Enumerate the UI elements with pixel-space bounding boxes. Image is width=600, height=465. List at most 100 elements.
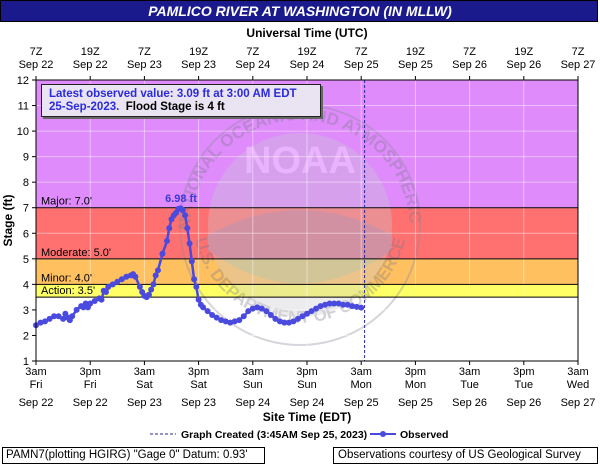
x-top-tick-time: 19Z <box>189 46 208 58</box>
latest-value-date: 25-Sep-2023. <box>49 101 120 113</box>
observed-point <box>335 300 342 307</box>
x-tick-date: Sep 22 <box>19 397 54 409</box>
observed-point <box>123 273 130 280</box>
observed-point <box>204 308 211 315</box>
flood-stage-line: 25-Sep-2023. Flood Stage is 4 ft <box>49 101 313 114</box>
x-top-tick-time: 7Z <box>246 46 259 58</box>
legend: Graph Created (3:45AM Sep 25, 2023) Obser… <box>150 429 448 441</box>
observed-point <box>254 304 261 311</box>
observed-point <box>344 301 351 308</box>
x-top-tick-time: 19Z <box>514 46 533 58</box>
x-top-tick-time: 7Z <box>30 46 43 58</box>
noaa-logo-text: NOAA <box>244 140 356 182</box>
legend-graph-created-label: Graph Created (3:45AM Sep 25, 2023) <box>181 429 367 441</box>
x-tick-date: Sep 26 <box>506 397 541 409</box>
observed-point <box>182 212 189 219</box>
observed-point <box>154 267 161 274</box>
observed-point <box>159 250 166 257</box>
observed-point <box>184 225 191 232</box>
x-top-tick-time: 19Z <box>81 46 100 58</box>
observed-point <box>326 300 333 307</box>
observed-point <box>150 281 157 288</box>
x-tick-time: 3pm <box>79 366 100 378</box>
observed-point <box>186 240 193 247</box>
x-tick-date: Sep 22 <box>73 397 108 409</box>
observed-point <box>231 318 238 325</box>
x-tick-time: 3am <box>25 366 46 378</box>
observed-point <box>285 319 292 326</box>
stage-label-action: Action: 3.5' <box>41 285 95 297</box>
x-top-tick-time: 7Z <box>463 46 476 58</box>
moderate-band <box>36 207 578 259</box>
x-tick-time: 3pm <box>188 366 209 378</box>
legend-observed-marker <box>380 431 386 437</box>
x-top-tick-time: 19Z <box>298 46 317 58</box>
observed-point <box>148 286 155 293</box>
y-tick-label: 8 <box>23 177 29 189</box>
observed-point <box>299 313 306 320</box>
observed-point <box>272 315 279 322</box>
x-top-tick-time: 19Z <box>406 46 425 58</box>
observed-point <box>213 314 220 321</box>
x-top-tick-date: Sep 24 <box>290 59 325 71</box>
observed-point <box>60 315 67 322</box>
observed-point <box>222 318 229 325</box>
observed-point <box>132 273 139 280</box>
observed-point <box>349 303 356 310</box>
minor-band <box>36 258 578 285</box>
observed-point <box>188 258 195 265</box>
x-tick-time: 3pm <box>405 366 426 378</box>
x-top-tick-date: Sep 25 <box>398 59 433 71</box>
x-tick-day: Tue <box>460 379 479 391</box>
noaa-logo-disk <box>208 133 392 317</box>
latest-value-line: Latest observed value: 3.09 ft at 3:00 A… <box>49 88 297 100</box>
x-top-tick-date: Sep 24 <box>235 59 270 71</box>
flood-stage-text: Flood Stage is 4 ft <box>125 101 225 113</box>
title-bar <box>0 0 598 22</box>
x-top-tick-time: 7Z <box>355 46 368 58</box>
x-top-tick-time: 7Z <box>138 46 151 58</box>
x-tick-date: Sep 24 <box>290 397 325 409</box>
noaa-logo-wave <box>208 210 392 284</box>
x-tick-time: 3am <box>567 366 588 378</box>
observed-point <box>195 296 202 303</box>
x-tick-time: 3am <box>242 366 263 378</box>
y-tick-label: 5 <box>23 254 29 266</box>
observed-point <box>91 297 98 304</box>
x-top-tick-date: Sep 27 <box>561 59 596 71</box>
observed-point <box>263 308 270 315</box>
x-top-tick-date: Sep 22 <box>73 59 108 71</box>
x-tick-day: Tue <box>515 379 534 391</box>
observed-point <box>281 319 288 326</box>
legend-observed-label: Observed <box>400 429 448 441</box>
observed-point <box>87 300 94 307</box>
observed-point <box>313 305 320 312</box>
x-tick-day: Sun <box>243 379 263 391</box>
observed-point <box>73 306 80 313</box>
y-tick-label: 2 <box>23 330 29 342</box>
stage-label-major: Major: 7.0' <box>41 196 92 208</box>
x-top-tick-date: Sep 26 <box>452 59 487 71</box>
x-top-tick-date: Sep 23 <box>181 59 216 71</box>
y-tick-label: 7 <box>23 203 29 215</box>
observed-point <box>114 278 121 285</box>
stage-label-moderate: Moderate: 5.0' <box>41 247 111 259</box>
observed-point <box>218 317 225 324</box>
observed-point <box>322 301 329 308</box>
observed-point <box>317 303 324 310</box>
x-tick-date: Sep 23 <box>127 397 162 409</box>
observed-point <box>105 283 112 290</box>
observed-point <box>166 225 173 232</box>
observed-point <box>290 318 297 325</box>
x-tick-time: 3am <box>134 366 155 378</box>
observed-point <box>136 283 143 290</box>
x-tick-time: 3pm <box>296 366 317 378</box>
observed-point <box>249 305 256 312</box>
observed-point <box>179 207 186 214</box>
observed-point <box>209 312 216 319</box>
x-tick-day: Mon <box>405 379 426 391</box>
observed-point <box>163 237 170 244</box>
observed-point <box>109 281 116 288</box>
datum-footer: PAMN7(plotting HGIRG) "Gage 0" Datum: 0.… <box>2 447 265 464</box>
